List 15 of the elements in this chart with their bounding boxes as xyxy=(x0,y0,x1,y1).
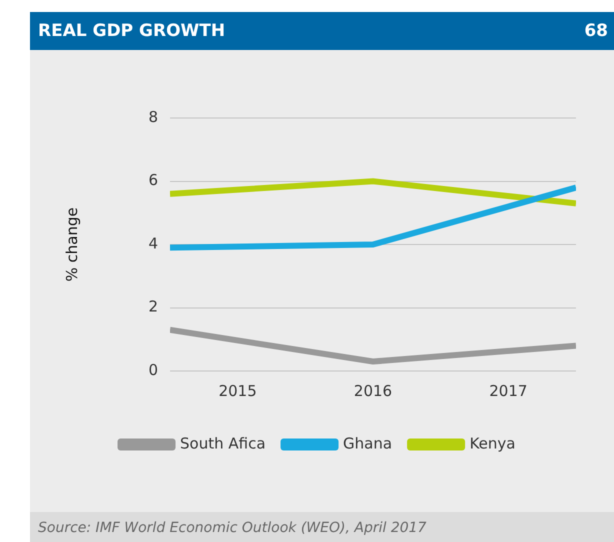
y-tick-label: 2 xyxy=(148,298,158,316)
x-tick-label: 2017 xyxy=(489,382,528,400)
x-tick-label: 2016 xyxy=(354,382,392,400)
legend-label: Kenya xyxy=(470,434,516,452)
y-tick-label: 4 xyxy=(148,234,158,252)
legend-label: Ghana xyxy=(343,434,392,452)
y-axis-title: % change xyxy=(62,207,81,282)
y-tick-label: 0 xyxy=(148,360,158,379)
chart-title: REAL GDP GROWTH xyxy=(38,21,226,41)
y-tick-label: 8 xyxy=(148,108,158,126)
y-tick-label: 6 xyxy=(148,171,158,190)
legend-label: South Afica xyxy=(180,434,266,452)
source-note: Source: IMF World Economic Outlook (WEO), April 2017 xyxy=(38,520,426,536)
text: 68 xyxy=(584,21,608,41)
x-tick-label: 2015 xyxy=(218,382,257,400)
